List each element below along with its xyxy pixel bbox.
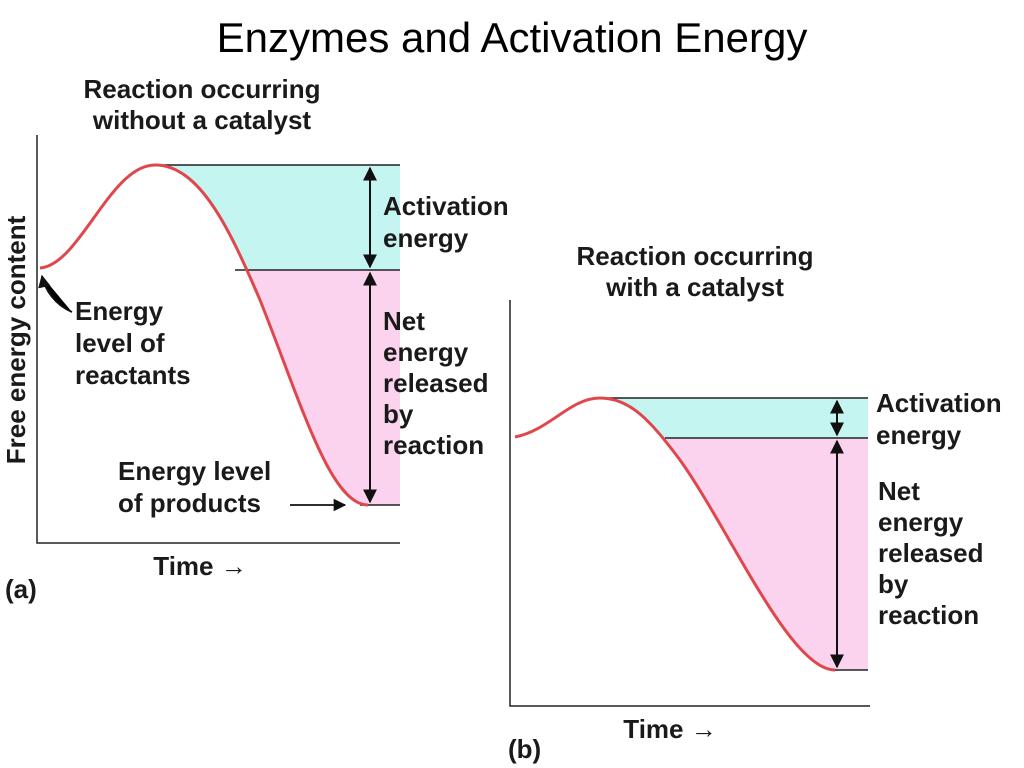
axes — [509, 300, 870, 707]
label: Activation energy — [876, 388, 1002, 450]
pointer — [38, 274, 73, 313]
text-line: by — [383, 399, 414, 429]
text-line: level of — [75, 328, 165, 358]
text-line: reaction — [878, 600, 979, 630]
axes — [36, 135, 400, 544]
panel-a: Reaction occurring without a catalyst Act… — [1, 74, 509, 604]
panel-label: (a) — [5, 574, 37, 604]
text-line: energy — [383, 337, 469, 367]
panel-b: Reaction occurring with a catalyst Activa… — [508, 241, 1002, 764]
heading: Reaction occurring with a catalyst — [577, 241, 814, 302]
text-line: with a catalyst — [605, 272, 784, 302]
text-line: Reaction occurring — [577, 241, 814, 271]
panel-label: (b) — [508, 734, 541, 764]
label: Energy level of reactants — [75, 296, 191, 390]
text-line: Reaction occurring — [84, 74, 321, 104]
title: Enzymes and Activation Energy — [217, 14, 808, 61]
text-line: energy — [878, 507, 964, 537]
text-line: energy — [876, 420, 962, 450]
text-line: reaction — [383, 430, 484, 460]
text-line: released — [383, 368, 489, 398]
text-line: of products — [118, 488, 261, 518]
text-line: reactants — [75, 360, 191, 390]
label: Energy level of products — [118, 456, 271, 518]
heading: Reaction occurring without a catalyst — [84, 74, 321, 135]
label: Net energy released by reaction — [878, 476, 984, 630]
text-line: Net — [878, 476, 920, 506]
x-label: Time → — [623, 714, 716, 744]
x-label: Time → — [153, 551, 246, 581]
label: Net energy released by reaction — [383, 306, 489, 460]
text-line: Energy — [75, 296, 164, 326]
text-line: released — [878, 538, 984, 568]
text-line: Energy level — [118, 456, 271, 486]
y-label: Free energy content — [1, 215, 31, 464]
text-line: by — [878, 569, 909, 599]
label: Activation energy — [383, 191, 509, 253]
text-line: Activation — [876, 388, 1002, 418]
energy-curve — [39, 163, 369, 507]
text-line: Net — [383, 306, 425, 336]
text-line: energy — [383, 223, 469, 253]
energy-curve — [514, 396, 836, 672]
text-line: Activation — [383, 191, 509, 221]
text-line: without a catalyst — [92, 105, 311, 135]
